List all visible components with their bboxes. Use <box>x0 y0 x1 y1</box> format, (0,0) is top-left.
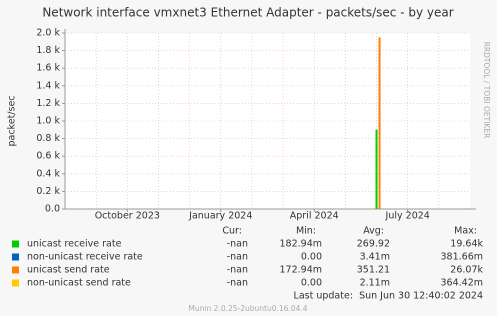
legend-value: -nan <box>227 252 248 263</box>
legend-value: 0.00 <box>301 278 322 289</box>
legend-header: Min: <box>296 226 316 237</box>
legend-value: 26.07k <box>450 265 483 276</box>
y-tick-label: 1.4 k <box>36 80 60 91</box>
y-tick-label: 1.6 k <box>36 63 60 74</box>
legend-value: 351.21 <box>357 265 390 276</box>
legend-swatch <box>12 266 19 274</box>
legend-header: Avg: <box>363 226 384 237</box>
legend-value: -nan <box>227 239 248 250</box>
legend-swatch <box>12 240 19 248</box>
legend-value: 172.94m <box>280 265 323 276</box>
legend-swatch <box>12 279 19 287</box>
legend-value: 381.66m <box>441 252 484 263</box>
x-tick-label: April 2024 <box>290 211 339 222</box>
legend-label: non-unicast send rate <box>27 278 131 289</box>
x-tick-label: July 2024 <box>385 211 430 222</box>
footer: Munin 2.0.25-2ubuntu0.16.04.4 <box>188 304 307 313</box>
watermark: RRDTOOL / TOBI OETIKER <box>482 42 491 139</box>
plot-area <box>65 33 470 209</box>
x-tick-label: October 2023 <box>95 211 160 222</box>
y-tick-label: 1.2 k <box>36 98 60 109</box>
legend-value: 3.41m <box>360 252 390 263</box>
legend-value: 269.92 <box>357 239 390 250</box>
y-tick-label: 1.0 k <box>36 116 60 127</box>
y-tick-label: 0.6 k <box>36 151 60 162</box>
y-tick-label: 2.0 k <box>36 28 60 39</box>
y-tick-label: 0.0 <box>45 204 60 215</box>
legend-swatch <box>12 253 19 261</box>
chart-title: Network interface vmxnet3 Ethernet Adapt… <box>42 6 453 20</box>
last-update: Last update: Sun Jun 30 12:40:02 2024 <box>294 291 483 302</box>
legend-label: unicast receive rate <box>27 239 122 250</box>
y-tick-label: 0.4 k <box>36 168 60 179</box>
legend-value: 182.94m <box>280 239 323 250</box>
legend-value: 364.42m <box>441 278 484 289</box>
legend-value: 19.64k <box>450 239 483 250</box>
y-axis-label: packet/sec <box>7 95 18 146</box>
x-tick-label: January 2024 <box>188 211 252 222</box>
legend-value: -nan <box>227 265 248 276</box>
y-tick-label: 0.8 k <box>36 133 60 144</box>
legend-value: 0.00 <box>301 252 322 263</box>
legend-value: 2.11m <box>360 278 390 289</box>
legend-label: non-unicast receive rate <box>27 252 143 263</box>
legend-header: Max: <box>454 226 477 237</box>
y-tick-label: 1.8 k <box>36 45 60 56</box>
legend-label: unicast send rate <box>27 265 110 276</box>
legend-header: Cur: <box>222 226 242 237</box>
y-tick-label: 0.2 k <box>36 186 60 197</box>
legend-value: -nan <box>227 278 248 289</box>
